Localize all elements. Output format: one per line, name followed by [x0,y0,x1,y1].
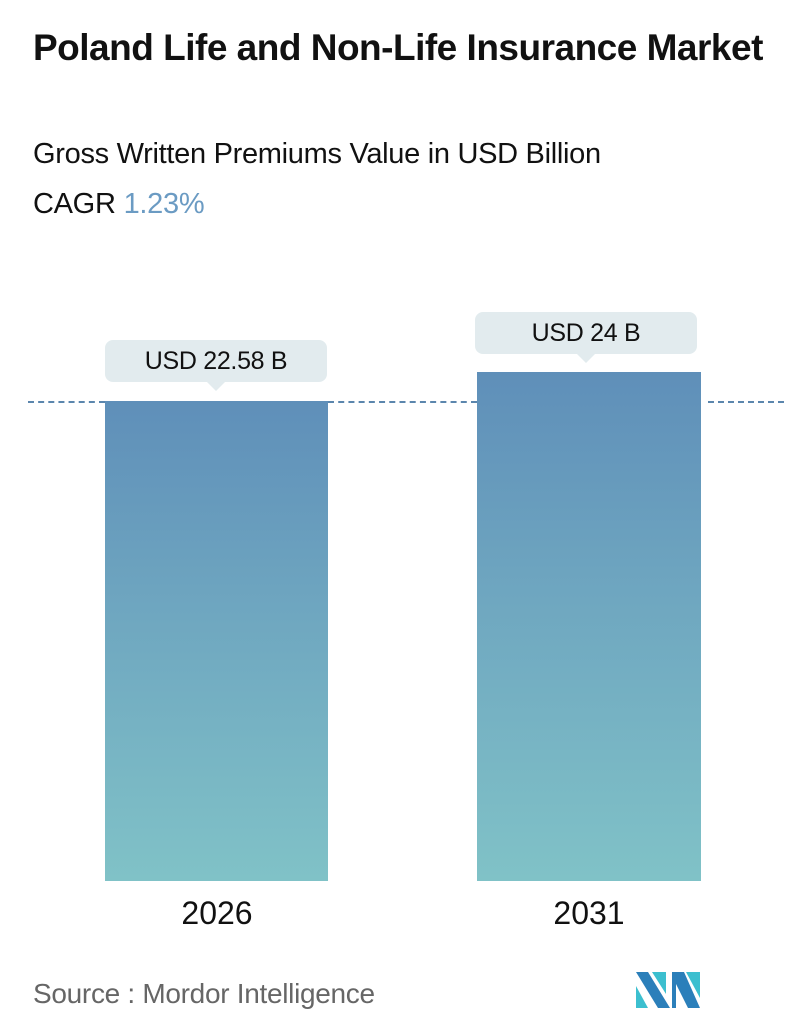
chart-subtitle: Gross Written Premiums Value in USD Bill… [33,138,601,170]
chart-title: Poland Life and Non-Life Insurance Marke… [33,27,763,68]
data-label-2031: USD 24 B [475,312,697,363]
x-label-2026: 2026 [181,895,253,931]
source-text: Source : Mordor Intelligence [33,978,375,1009]
cagr-label: CAGR [33,188,116,220]
reference-line-left [28,401,105,403]
cagr-line: CAGR 1.23% [33,188,205,221]
bar-2031 [477,372,701,881]
reference-line-middle [328,401,477,403]
bar-2026 [105,401,328,881]
cagr-value: 1.23% [123,188,205,220]
data-label-2026: USD 22.58 B [105,340,327,391]
x-label-2031: 2031 [553,895,625,931]
reference-line-right [708,401,784,403]
mordor-intelligence-logo-icon [636,972,700,1008]
